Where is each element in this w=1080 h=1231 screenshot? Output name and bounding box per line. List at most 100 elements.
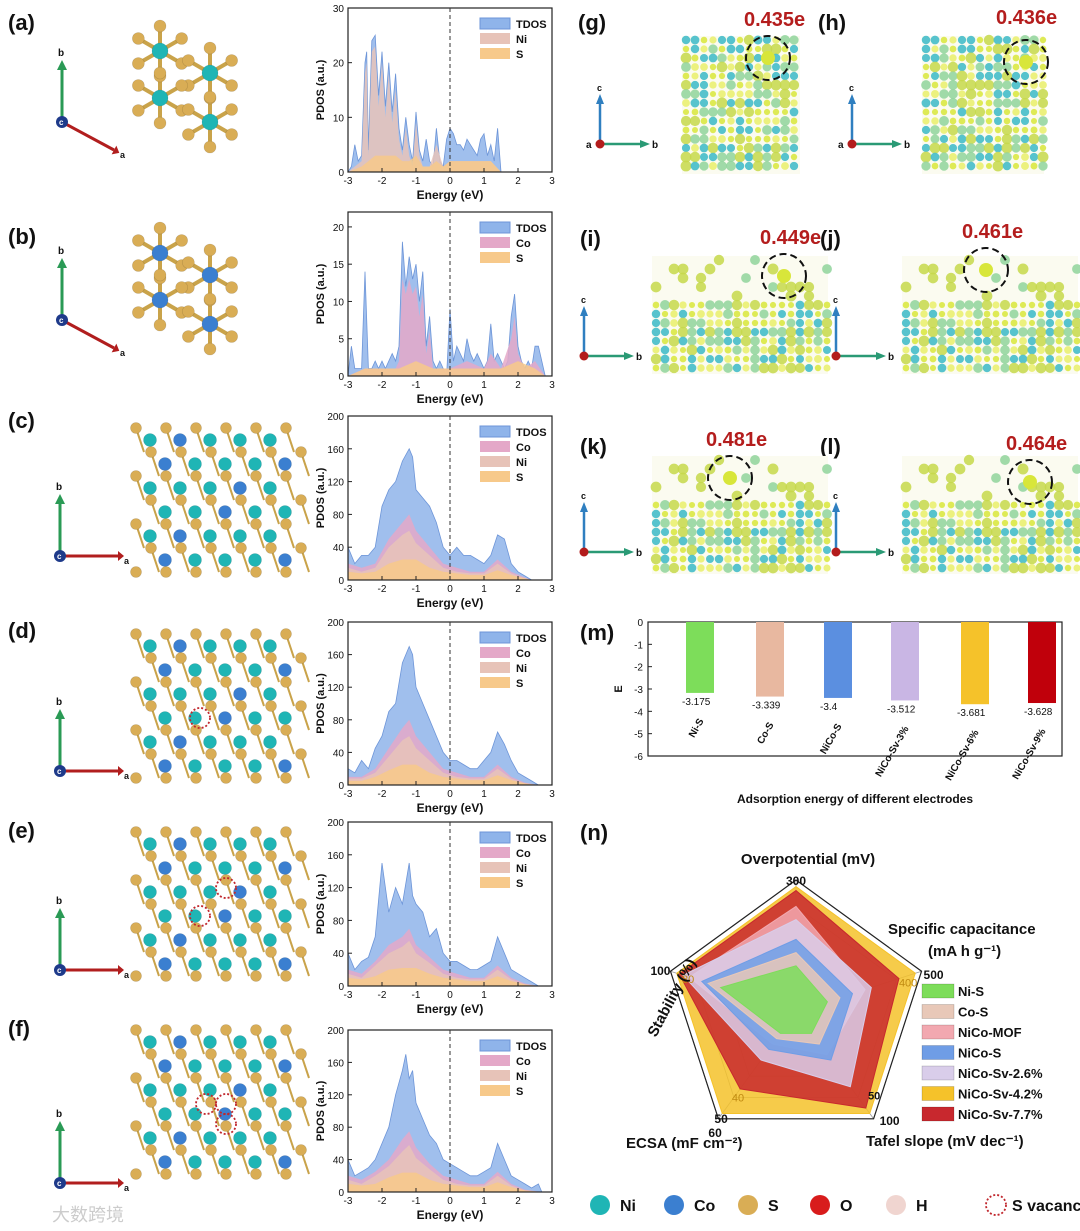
density-blob <box>660 563 670 573</box>
density-blob <box>910 318 920 328</box>
charge-value: 0.464e <box>1006 433 1067 455</box>
atom <box>203 885 217 899</box>
density-blob <box>1045 309 1055 319</box>
atom <box>250 724 262 736</box>
bar-value-label: -3.512 <box>887 704 916 715</box>
atom <box>173 433 187 447</box>
density-blob <box>697 537 705 545</box>
density-blob <box>938 301 946 309</box>
legend-label: NiCo-S <box>958 1046 1002 1061</box>
density-blob <box>936 344 948 356</box>
atom <box>130 676 142 688</box>
density-blob <box>687 363 697 373</box>
density-blob <box>921 98 931 108</box>
density-blob <box>706 364 714 372</box>
density-blob <box>717 152 727 162</box>
density-blob <box>714 300 724 310</box>
b-axis-label: b <box>652 140 658 151</box>
y-tick-label: 160 <box>327 651 344 662</box>
density-blob <box>929 61 941 73</box>
density-blob <box>964 354 974 364</box>
density-blob <box>682 72 690 80</box>
density-blob <box>823 555 831 563</box>
y-tick-label: 40 <box>333 1156 345 1167</box>
density-blob <box>735 161 745 171</box>
atom <box>190 1024 202 1036</box>
atom <box>190 566 202 578</box>
atom <box>151 244 169 262</box>
density-blob <box>965 346 973 354</box>
density-blob <box>696 345 706 355</box>
atom <box>233 735 247 749</box>
density-blob <box>1019 510 1027 518</box>
density-blob <box>937 363 947 373</box>
density-blob <box>947 501 955 509</box>
bar-ni-s <box>686 622 714 693</box>
density-blob <box>814 346 822 354</box>
density-blob <box>1037 97 1049 109</box>
atom <box>220 1024 232 1036</box>
x-tick-label: 1 <box>481 584 487 595</box>
atom <box>173 837 187 851</box>
density-blob <box>821 517 833 529</box>
charge-circle <box>707 455 753 501</box>
axes-e: bac <box>54 896 130 980</box>
atom <box>203 433 217 447</box>
density-blob <box>789 107 799 117</box>
density-blob <box>1044 562 1056 574</box>
charge-value: 0.481e <box>706 429 767 451</box>
x-tick-label: 3 <box>549 380 555 391</box>
density-blob <box>699 161 709 171</box>
density-blob <box>922 117 930 125</box>
density-blob <box>822 309 832 319</box>
atom <box>160 724 172 736</box>
density-blob <box>964 300 974 310</box>
density-blob <box>1027 509 1037 519</box>
atom <box>248 457 262 471</box>
density-blob <box>1002 80 1012 90</box>
atom <box>158 553 172 567</box>
density-blob <box>814 546 822 554</box>
density-blob <box>732 363 742 373</box>
series-area-s <box>348 361 546 376</box>
atom <box>278 457 292 471</box>
density-blob <box>999 499 1011 511</box>
y-tick-label: 120 <box>327 1091 344 1102</box>
a-axis-dot <box>831 547 841 557</box>
density-blob <box>762 161 772 171</box>
density-blob <box>795 527 805 537</box>
atom <box>278 759 292 773</box>
legend-label-ni: Ni <box>516 457 527 469</box>
density-blob <box>947 510 955 518</box>
adsorbate <box>761 51 775 65</box>
density-blob <box>735 71 745 81</box>
density-blob <box>670 328 678 336</box>
density-blob <box>1073 501 1080 509</box>
density-blob <box>751 319 759 327</box>
density-blob <box>723 327 733 337</box>
legend-swatch-s <box>480 677 510 688</box>
atom <box>130 970 142 982</box>
density-blob <box>940 126 948 134</box>
density-blob <box>724 355 732 363</box>
atom <box>190 922 202 934</box>
density-blob <box>778 564 786 572</box>
density-blob <box>947 124 959 136</box>
x-tick-label: -2 <box>378 380 387 391</box>
density-blob <box>993 53 1003 63</box>
density-blob <box>938 142 950 154</box>
axes-d: bac <box>54 697 130 781</box>
density-blob <box>743 106 755 118</box>
density-blob <box>928 309 938 319</box>
density-blob <box>1009 554 1019 564</box>
a-axis-head <box>118 1178 124 1188</box>
b-axis-label: b <box>888 352 894 363</box>
density-blob <box>785 535 797 547</box>
atom <box>220 676 232 688</box>
category-label: Ni-S <box>687 717 707 740</box>
crystal-f <box>130 1024 310 1180</box>
density-blob <box>937 354 947 364</box>
axis-title-capacitance-unit: (mA h g⁻¹) <box>928 943 1001 960</box>
density-blob <box>992 151 1004 163</box>
